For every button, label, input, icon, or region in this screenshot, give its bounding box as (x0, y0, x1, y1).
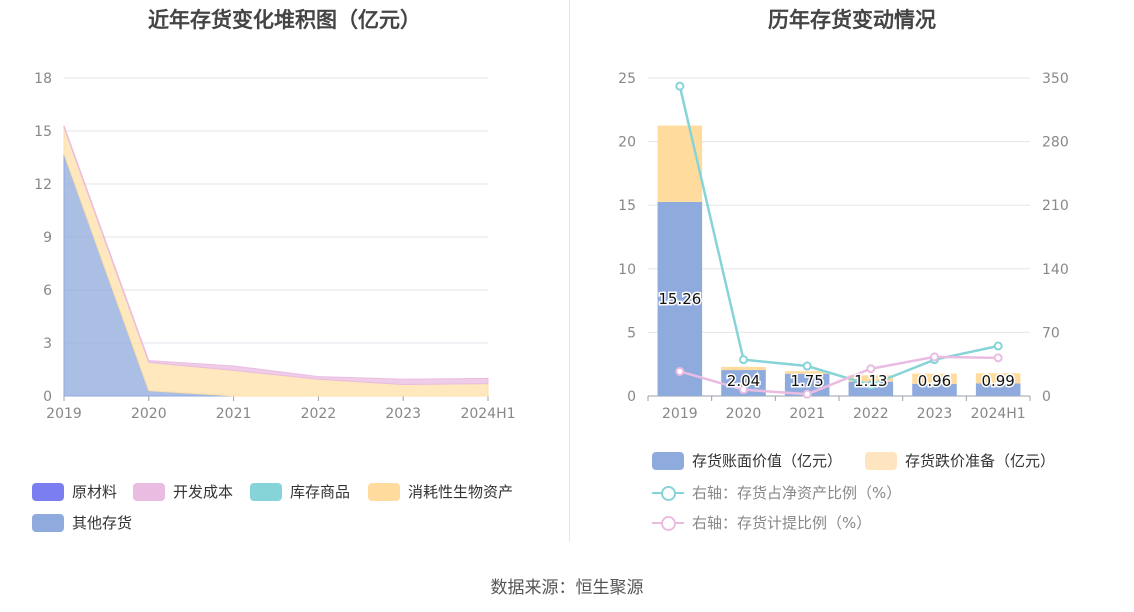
line-series (679, 355, 999, 396)
bar-book-value (912, 383, 957, 396)
bar-book-value (975, 383, 1021, 396)
y-tick-label: 15 (618, 198, 636, 214)
y-tick-label: 0 (43, 389, 52, 405)
y-tick-label: 10 (618, 262, 636, 278)
y2-tick-label: 70 (1042, 325, 1060, 341)
line-point (802, 389, 812, 399)
x-tick-label: 2020 (726, 406, 762, 422)
right-chart-title: 历年存货变动情况 (768, 8, 936, 32)
line-point (866, 380, 876, 390)
legend-item-raw-materials[interactable]: 原材料 (32, 481, 117, 502)
legend-swatch (32, 482, 64, 501)
line-point (930, 352, 939, 362)
y2-tick-label: 140 (1042, 262, 1069, 278)
legend-label: 开发成本 (173, 483, 234, 501)
x-tick-label: 2019 (46, 406, 82, 422)
line-point (675, 366, 685, 376)
bar-data-label: 15.26 (658, 290, 701, 308)
area-series (63, 153, 488, 397)
y-tick-label: 0 (627, 389, 636, 405)
legend-label: 消耗性生物资产 (408, 483, 514, 501)
y-tick-label: 25 (618, 71, 636, 87)
line-series (678, 85, 999, 387)
legend-label: 库存商品 (290, 483, 351, 501)
x-tick-label: 2021 (216, 406, 252, 422)
bar-impairment (912, 373, 957, 384)
y2-tick-label: 210 (1042, 198, 1069, 214)
legend-label: 右轴：存货占净资产比例（%） (692, 484, 902, 502)
y-tick-label: 15 (34, 124, 52, 140)
line-point (739, 385, 748, 395)
y-tick-label: 9 (43, 230, 52, 246)
bar-impairment (657, 125, 703, 202)
area-series (63, 125, 489, 386)
legend-swatch (32, 513, 64, 532)
legend-swatch (368, 482, 400, 501)
legend-item-other-inventory[interactable]: 其他存货 (32, 512, 132, 533)
bar-impairment (848, 375, 894, 382)
x-tick-label: 2023 (385, 406, 421, 422)
legend-item-development-cost[interactable]: 开发成本 (133, 481, 233, 502)
legend-item-bio-assets[interactable]: 消耗性生物资产 (368, 481, 513, 502)
bar-data-label: 0.96 (918, 372, 951, 390)
line-point (993, 353, 1003, 363)
x-tick-label: 2022 (853, 406, 889, 422)
y-tick-label: 20 (618, 135, 636, 151)
x-tick-label: 2019 (662, 406, 698, 422)
left-chart-title: 近年存货变化堆积图（亿元） (148, 8, 421, 32)
legend-line-swatch (652, 484, 684, 502)
line-point (993, 341, 1003, 351)
data-source: 数据来源：恒生聚源 (490, 578, 644, 598)
bar-impairment (975, 373, 1021, 384)
legend-swatch (250, 482, 282, 501)
bar-data-label: 0.99 (981, 372, 1014, 390)
bar-data-label: 2.04 (727, 372, 760, 390)
bar-impairment (784, 371, 830, 374)
x-tick-label: 2021 (789, 406, 825, 422)
legend-item-provision-ratio[interactable]: 右轴：存货计提比例（%） (652, 512, 871, 533)
legend-line-swatch (652, 514, 684, 532)
legend-item-impairment-provision[interactable]: 存货跌价准备（亿元） (865, 450, 1055, 471)
y-tick-label: 18 (34, 71, 52, 87)
y-tick-label: 5 (627, 325, 636, 341)
x-tick-label: 2023 (917, 406, 953, 422)
x-tick-label: 2020 (131, 406, 167, 422)
line-point (739, 355, 748, 365)
bar-impairment (721, 366, 766, 371)
legend-swatch (652, 451, 684, 470)
line-point (675, 81, 685, 91)
legend-label: 其他存货 (72, 514, 133, 532)
y-tick-label: 6 (43, 283, 52, 299)
bar-book-value (657, 201, 703, 396)
y2-tick-label: 350 (1042, 71, 1069, 87)
x-tick-label: 2022 (301, 406, 337, 422)
legend-label: 原材料 (72, 483, 118, 501)
chart-divider (569, 0, 570, 542)
legend-item-goods-in-stock[interactable]: 库存商品 (250, 481, 350, 502)
inventory-change-bar-chart: 0 5 10 15 20 25 0 70 140 210 280 350 2019 2020 2021 202… (618, 71, 1069, 422)
legend-label: 存货跌价准备（亿元） (905, 452, 1056, 470)
legend-swatch (133, 482, 165, 501)
y-tick-label: 12 (34, 177, 52, 193)
line-point (802, 361, 812, 371)
x-tick-label: 2024H1 (971, 406, 1026, 422)
line-point (866, 364, 876, 374)
x-tick-label: 2024H1 (460, 406, 515, 422)
legend-swatch (865, 451, 897, 470)
y2-tick-label: 0 (1042, 389, 1051, 405)
legend-label: 存货账面价值（亿元） (692, 452, 843, 470)
bar-data-label: 1.75 (790, 372, 823, 390)
bar-data-label: 1.13 (854, 372, 887, 390)
legend-item-inventory-to-net-assets[interactable]: 右轴：存货占净资产比例（%） (652, 482, 901, 503)
y2-tick-label: 280 (1042, 135, 1069, 151)
legend-label: 右轴：存货计提比例（%） (692, 514, 872, 532)
legend-item-book-value[interactable]: 存货账面价值（亿元） (652, 450, 842, 471)
inventory-stacked-area-chart: 0 3 6 9 12 15 18 2019 2020 2021 2022 2023 2024H1 (34, 71, 515, 422)
y-tick-label: 3 (43, 336, 52, 352)
